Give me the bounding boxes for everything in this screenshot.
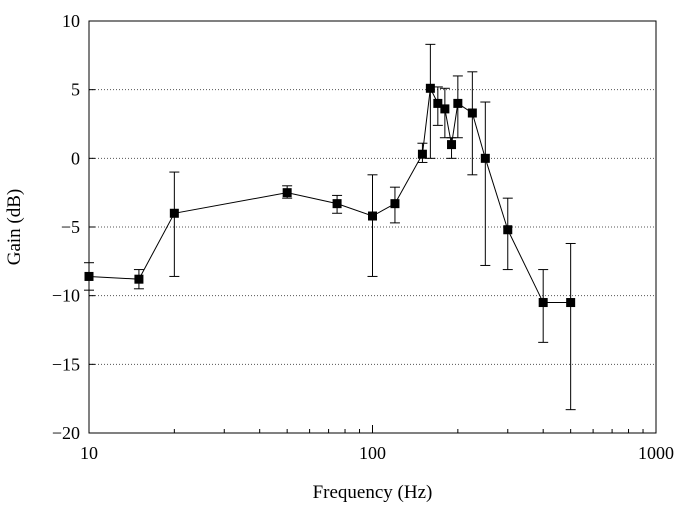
data-point [480, 153, 490, 163]
x-tick-label: 100 [359, 443, 386, 463]
data-point [417, 149, 427, 159]
data-point [368, 211, 377, 221]
data-point [390, 199, 400, 209]
data-point [566, 298, 576, 308]
y-tick-label: −20 [52, 423, 80, 443]
data-point [134, 274, 144, 284]
y-axis-label: Gain (dB) [4, 189, 25, 266]
data-point [440, 104, 450, 114]
x-axis-label: Frequency (Hz) [313, 482, 433, 503]
series-line [88, 86, 571, 304]
data-point [453, 98, 463, 108]
data-point [84, 271, 94, 281]
data-point [433, 98, 443, 108]
y-tick-label: 5 [71, 80, 80, 100]
data-point [425, 83, 435, 93]
data-points [84, 83, 576, 308]
data-point [467, 108, 477, 118]
y-tick-label: −5 [61, 217, 80, 237]
data-point [169, 208, 179, 218]
data-point [282, 188, 292, 198]
data-point [332, 199, 342, 209]
y-tick-label: −15 [52, 354, 80, 374]
y-tick-label: −10 [52, 286, 80, 306]
y-axis-ticks: 10 5 0 −5 −10 −15 −20 [52, 11, 95, 443]
x-tick-label: 10 [80, 443, 98, 463]
y-tick-label: 0 [71, 148, 80, 168]
y-tick-label: 10 [62, 11, 80, 31]
data-point [538, 298, 548, 308]
x-axis-ticks: 10 100 1000 [80, 425, 674, 463]
data-point [447, 140, 457, 150]
x-tick-label: 1000 [638, 443, 674, 463]
data-point [503, 225, 513, 235]
error-bars [84, 43, 576, 411]
